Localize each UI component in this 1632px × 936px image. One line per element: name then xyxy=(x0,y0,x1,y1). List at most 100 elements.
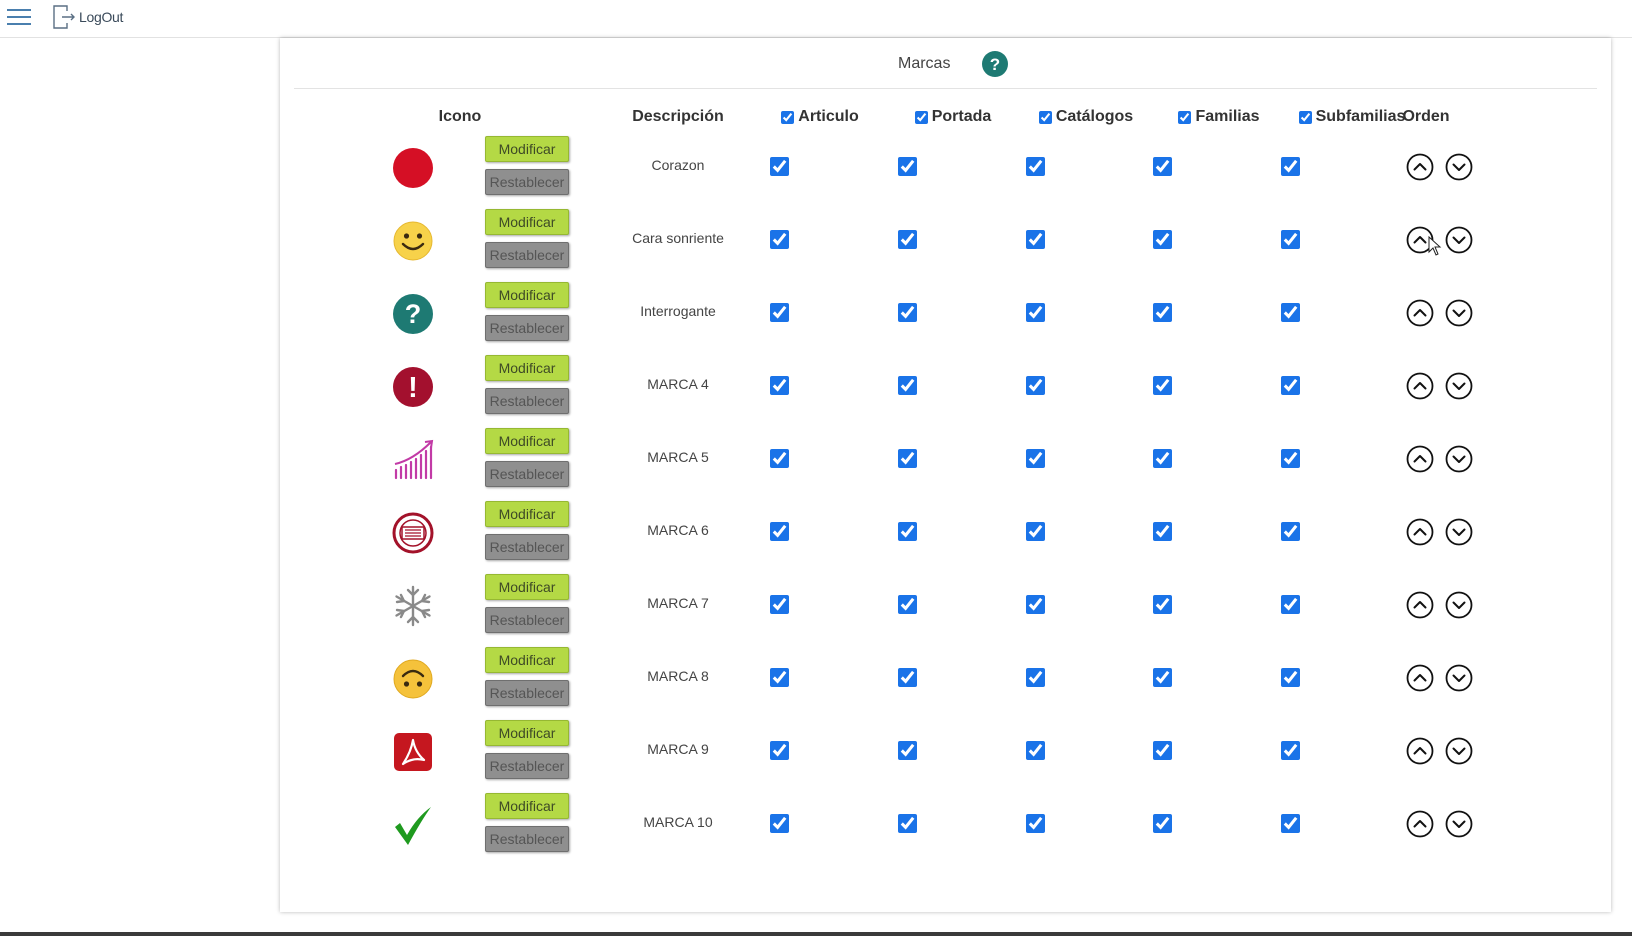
familias-checkbox[interactable] xyxy=(1153,303,1172,322)
familias-checkbox[interactable] xyxy=(1153,449,1172,468)
move-up-icon[interactable] xyxy=(1406,372,1434,400)
restablecer-button[interactable]: Restablecer xyxy=(485,242,569,268)
move-up-icon[interactable] xyxy=(1406,664,1434,692)
move-down-icon[interactable] xyxy=(1445,153,1473,181)
portada-checkbox[interactable] xyxy=(898,376,917,395)
move-up-icon[interactable] xyxy=(1406,299,1434,327)
move-down-icon[interactable] xyxy=(1445,737,1473,765)
catalogos-checkbox[interactable] xyxy=(1026,449,1045,468)
familias-checkbox[interactable] xyxy=(1153,595,1172,614)
modificar-button[interactable]: Modificar xyxy=(485,647,569,673)
catalogos-checkbox[interactable] xyxy=(1026,595,1045,614)
articulo-checkbox[interactable] xyxy=(770,303,789,322)
move-up-icon[interactable] xyxy=(1406,445,1434,473)
restablecer-button[interactable]: Restablecer xyxy=(485,461,569,487)
subfamilias-checkbox[interactable] xyxy=(1281,668,1300,687)
restablecer-button[interactable]: Restablecer xyxy=(485,169,569,195)
catalogos-checkbox[interactable] xyxy=(1026,814,1045,833)
familias-checkbox[interactable] xyxy=(1153,157,1172,176)
familias-checkbox[interactable] xyxy=(1153,741,1172,760)
restablecer-button[interactable]: Restablecer xyxy=(485,607,569,633)
move-down-icon[interactable] xyxy=(1445,810,1473,838)
subfamilias-checkbox[interactable] xyxy=(1281,814,1300,833)
articulo-checkbox[interactable] xyxy=(770,376,789,395)
articulo-checkbox[interactable] xyxy=(770,449,789,468)
familias-checkbox[interactable] xyxy=(1153,230,1172,249)
modificar-button[interactable]: Modificar xyxy=(485,428,569,454)
move-down-icon[interactable] xyxy=(1445,518,1473,546)
move-up-icon[interactable] xyxy=(1406,518,1434,546)
modificar-button[interactable]: Modificar xyxy=(485,793,569,819)
restablecer-button[interactable]: Restablecer xyxy=(485,753,569,779)
restablecer-button[interactable]: Restablecer xyxy=(485,680,569,706)
description-text: MARCA 7 xyxy=(647,595,709,611)
modificar-button[interactable]: Modificar xyxy=(485,501,569,527)
subfamilias-checkbox[interactable] xyxy=(1281,157,1300,176)
subfamilias-checkbox[interactable] xyxy=(1281,522,1300,541)
restablecer-button[interactable]: Restablecer xyxy=(485,315,569,341)
move-down-icon[interactable] xyxy=(1445,664,1473,692)
catalogos-checkbox[interactable] xyxy=(1026,376,1045,395)
portada-checkbox[interactable] xyxy=(898,814,917,833)
modificar-button[interactable]: Modificar xyxy=(485,136,569,162)
familias-checkbox[interactable] xyxy=(1153,522,1172,541)
portada-checkbox[interactable] xyxy=(898,741,917,760)
logout-link[interactable]: LogOut xyxy=(52,2,123,32)
move-up-icon[interactable] xyxy=(1406,153,1434,181)
catalogos-checkbox[interactable] xyxy=(1026,668,1045,687)
move-up-icon[interactable] xyxy=(1406,591,1434,619)
familias-checkbox[interactable] xyxy=(1153,814,1172,833)
modificar-button[interactable]: Modificar xyxy=(485,720,569,746)
catalogos-checkbox[interactable] xyxy=(1026,303,1045,322)
portada-checkbox[interactable] xyxy=(898,449,917,468)
select-all-subfamilias-checkbox[interactable] xyxy=(1298,110,1312,124)
catalogos-checkbox[interactable] xyxy=(1026,522,1045,541)
portada-checkbox[interactable] xyxy=(898,157,917,176)
modificar-button[interactable]: Modificar xyxy=(485,574,569,600)
portada-checkbox[interactable] xyxy=(898,595,917,614)
articulo-checkbox[interactable] xyxy=(770,522,789,541)
move-down-icon[interactable] xyxy=(1445,591,1473,619)
modificar-button[interactable]: Modificar xyxy=(485,282,569,308)
restablecer-button[interactable]: Restablecer xyxy=(485,826,569,852)
move-up-icon[interactable] xyxy=(1406,810,1434,838)
portada-checkbox[interactable] xyxy=(898,230,917,249)
move-down-icon[interactable] xyxy=(1445,226,1473,254)
move-down-icon[interactable] xyxy=(1445,372,1473,400)
articulo-checkbox[interactable] xyxy=(770,595,789,614)
subfamilias-checkbox[interactable] xyxy=(1281,230,1300,249)
catalogos-checkbox[interactable] xyxy=(1026,741,1045,760)
select-all-familias-checkbox[interactable] xyxy=(1178,110,1192,124)
table-row: Modificar Restablecer MARCA 6 xyxy=(280,501,1611,577)
select-all-catalogos-checkbox[interactable] xyxy=(1038,110,1052,124)
familias-checkbox[interactable] xyxy=(1153,668,1172,687)
move-down-icon[interactable] xyxy=(1445,299,1473,327)
familias-checkbox[interactable] xyxy=(1153,376,1172,395)
move-down-icon[interactable] xyxy=(1445,445,1473,473)
articulo-checkbox[interactable] xyxy=(770,230,789,249)
select-all-portada-checkbox[interactable] xyxy=(914,110,928,124)
hamburger-menu-icon[interactable] xyxy=(6,7,32,27)
modificar-button[interactable]: Modificar xyxy=(485,209,569,235)
restablecer-button[interactable]: Restablecer xyxy=(485,388,569,414)
modificar-button[interactable]: Modificar xyxy=(485,355,569,381)
restablecer-button[interactable]: Restablecer xyxy=(485,534,569,560)
subfamilias-checkbox[interactable] xyxy=(1281,741,1300,760)
catalogos-checkbox[interactable] xyxy=(1026,157,1045,176)
articulo-checkbox[interactable] xyxy=(770,814,789,833)
catalogos-checkbox[interactable] xyxy=(1026,230,1045,249)
articulo-checkbox[interactable] xyxy=(770,668,789,687)
portada-checkbox[interactable] xyxy=(898,522,917,541)
portada-checkbox[interactable] xyxy=(898,303,917,322)
move-up-icon[interactable] xyxy=(1406,737,1434,765)
subfamilias-checkbox[interactable] xyxy=(1281,449,1300,468)
portada-checkbox[interactable] xyxy=(898,668,917,687)
description-text: MARCA 6 xyxy=(647,522,709,538)
subfamilias-checkbox[interactable] xyxy=(1281,595,1300,614)
subfamilias-checkbox[interactable] xyxy=(1281,303,1300,322)
select-all-articulo-checkbox[interactable] xyxy=(781,110,795,124)
subfamilias-checkbox[interactable] xyxy=(1281,376,1300,395)
articulo-checkbox[interactable] xyxy=(770,157,789,176)
articulo-checkbox[interactable] xyxy=(770,741,789,760)
help-icon[interactable]: ? xyxy=(982,51,1008,77)
